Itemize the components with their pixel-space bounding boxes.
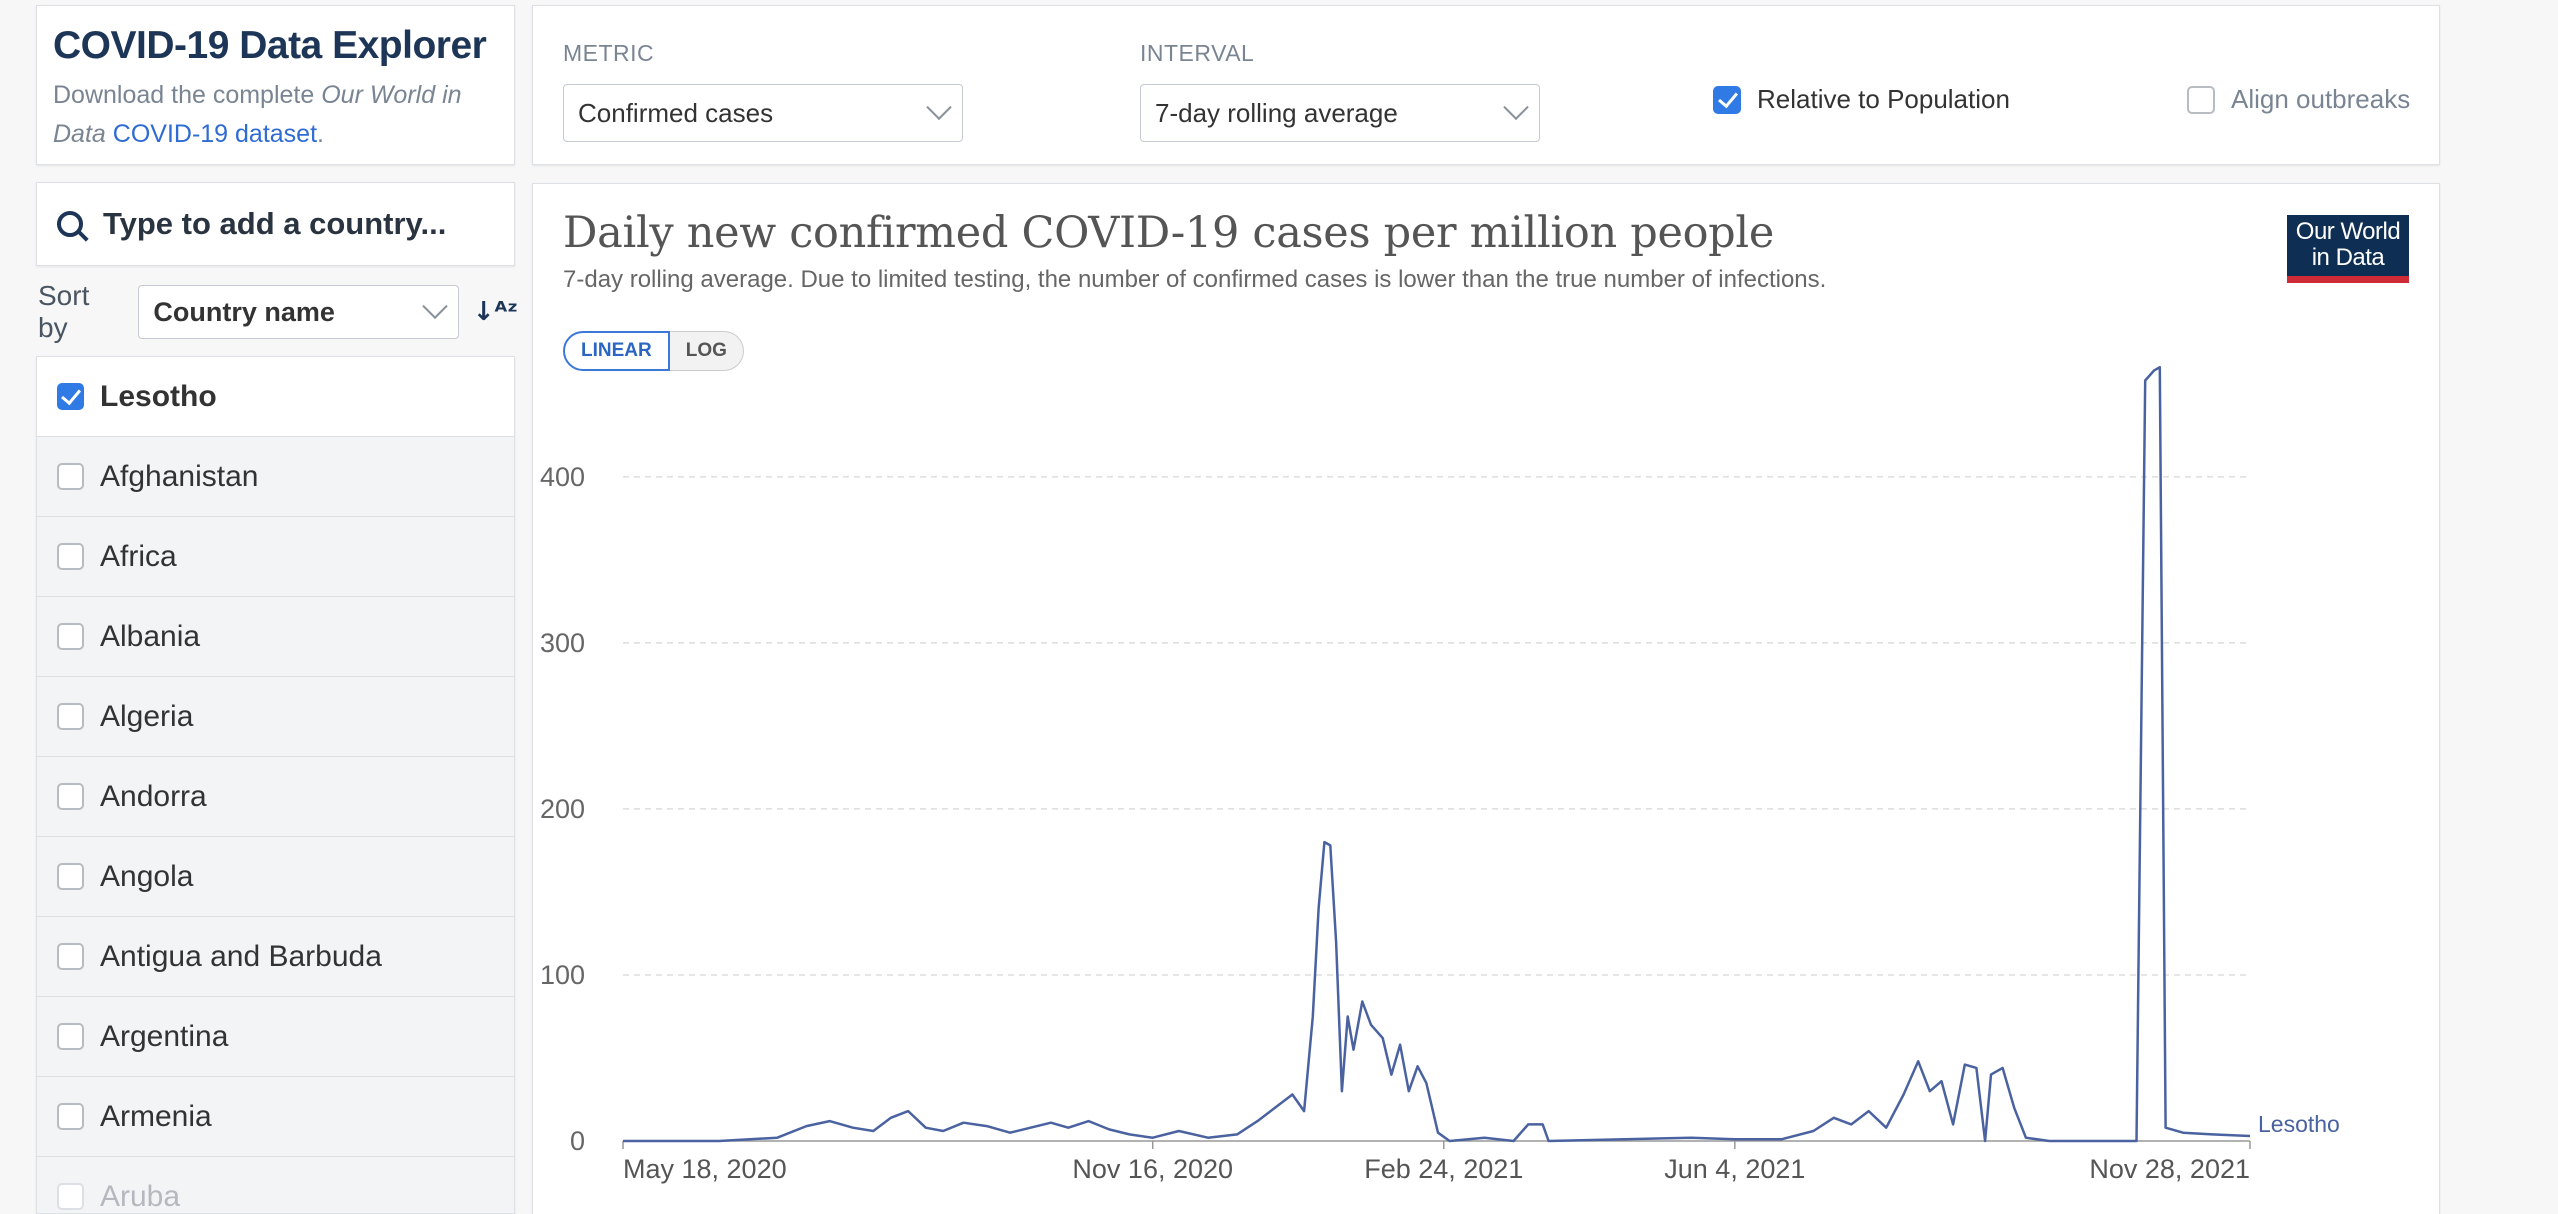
- sort-label: Sort by: [38, 280, 90, 343]
- y-tick-label: 0: [570, 1126, 585, 1156]
- checkbox-icon[interactable]: [57, 623, 84, 650]
- checkbox-icon[interactable]: [2187, 85, 2215, 114]
- controls-bar: METRIC Confirmed cases INTERVAL 7-day ro…: [532, 5, 2440, 165]
- app-header: COVID-19 Data Explorer Download the comp…: [36, 5, 515, 165]
- x-tick-label: Feb 24, 2021: [1364, 1154, 1523, 1184]
- scale-toggle: LINEAR LOG: [563, 331, 744, 371]
- checkbox-checked-icon[interactable]: [57, 383, 84, 410]
- x-tick-label: Nov 28, 2021: [2089, 1154, 2250, 1184]
- country-name: Angola: [100, 859, 194, 893]
- chart-subtitle: 7-day rolling average. Due to limited te…: [563, 266, 1827, 293]
- x-tick-label: May 18, 2020: [623, 1154, 787, 1184]
- checkbox-icon[interactable]: [57, 783, 84, 810]
- country-name: Africa: [100, 539, 177, 573]
- checkbox-icon[interactable]: [57, 463, 84, 490]
- owid-logo[interactable]: Our World in Data: [2287, 215, 2409, 283]
- owid-italic: Our World in Data: [53, 81, 462, 148]
- align-outbreaks-toggle[interactable]: Align outbreaks: [2187, 84, 2410, 115]
- app-title: COVID-19 Data Explorer: [53, 24, 487, 67]
- sort-select[interactable]: Country name: [138, 285, 459, 339]
- align-label: Align outbreaks: [2231, 84, 2411, 114]
- relative-label: Relative to Population: [1757, 84, 2010, 114]
- log-scale-button[interactable]: LOG: [669, 331, 744, 371]
- country-item[interactable]: Algeria: [37, 677, 514, 757]
- series-label: Lesotho: [2258, 1111, 2340, 1137]
- country-name: Albania: [100, 619, 201, 653]
- country-item[interactable]: Lesotho: [37, 357, 514, 437]
- country-item[interactable]: Andorra: [37, 757, 514, 837]
- country-name: Argentina: [100, 1019, 229, 1053]
- interval-value: 7-day rolling average: [1155, 97, 1398, 128]
- country-item[interactable]: Afghanistan: [37, 437, 514, 517]
- checkbox-icon[interactable]: [57, 703, 84, 730]
- y-tick-label: 300: [540, 628, 585, 658]
- x-tick-label: Nov 16, 2020: [1072, 1154, 1233, 1184]
- chevron-down-icon: [1503, 94, 1529, 121]
- country-item[interactable]: Aruba: [37, 1157, 514, 1213]
- country-name: Aruba: [100, 1179, 181, 1213]
- country-item[interactable]: Antigua and Barbuda: [37, 917, 514, 997]
- country-name: Afghanistan: [100, 459, 259, 493]
- metric-select[interactable]: Confirmed cases: [563, 84, 963, 142]
- checkbox-icon[interactable]: [57, 863, 84, 890]
- sort-value: Country name: [153, 296, 335, 327]
- checkbox-icon[interactable]: [57, 543, 84, 570]
- country-list: Lesotho Afghanistan Africa Albania Algeria An…: [36, 356, 515, 1214]
- country-item[interactable]: Argentina: [37, 997, 514, 1077]
- search-input[interactable]: [103, 206, 503, 242]
- checkbox-icon[interactable]: [57, 943, 84, 970]
- checkbox-icon[interactable]: [57, 1023, 84, 1050]
- country-search: [36, 182, 515, 266]
- interval-select[interactable]: 7-day rolling average: [1140, 84, 1540, 142]
- chart-title: Daily new confirmed COVID-19 cases per m…: [563, 208, 1775, 258]
- country-name: Lesotho: [100, 379, 217, 413]
- checkbox-icon[interactable]: [57, 1183, 84, 1210]
- country-name: Andorra: [100, 779, 207, 813]
- search-icon: [57, 211, 83, 237]
- dataset-link[interactable]: COVID-19 dataset: [112, 120, 318, 148]
- country-name: Antigua and Barbuda: [100, 939, 382, 973]
- country-name: Armenia: [100, 1099, 212, 1133]
- country-item[interactable]: Angola: [37, 837, 514, 917]
- chart-panel: Daily new confirmed COVID-19 cases per m…: [532, 183, 2440, 1214]
- checkbox-icon[interactable]: [57, 1103, 84, 1130]
- y-tick-label: 400: [540, 462, 585, 492]
- download-text: Download the complete Our World in Data …: [53, 81, 462, 148]
- y-tick-label: 200: [540, 794, 585, 824]
- country-item[interactable]: Africa: [37, 517, 514, 597]
- x-tick-label: Jun 4, 2021: [1664, 1154, 1805, 1184]
- country-item[interactable]: Albania: [37, 597, 514, 677]
- sort-row: Sort by Country name ↓ᴬᶻ: [38, 280, 518, 343]
- country-item[interactable]: Armenia: [37, 1077, 514, 1157]
- metric-label: METRIC: [563, 40, 655, 66]
- chevron-down-icon: [421, 293, 448, 320]
- country-name: Algeria: [100, 699, 194, 733]
- relative-to-population-toggle[interactable]: Relative to Population: [1713, 84, 2010, 115]
- linear-scale-button[interactable]: LINEAR: [563, 331, 670, 371]
- checkbox-checked-icon[interactable]: [1713, 85, 1741, 114]
- y-tick-label: 100: [540, 960, 585, 990]
- interval-label: INTERVAL: [1140, 40, 1255, 66]
- chevron-down-icon: [926, 94, 952, 121]
- line-chart: 0 100 200 300 400 May 18, 2020 Nov 16, 2020 Feb…: [540, 365, 2340, 1184]
- series-line-lesotho: [623, 365, 2251, 1143]
- sort-direction-icon[interactable]: ↓ᴬᶻ: [472, 297, 518, 327]
- metric-value: Confirmed cases: [578, 97, 774, 128]
